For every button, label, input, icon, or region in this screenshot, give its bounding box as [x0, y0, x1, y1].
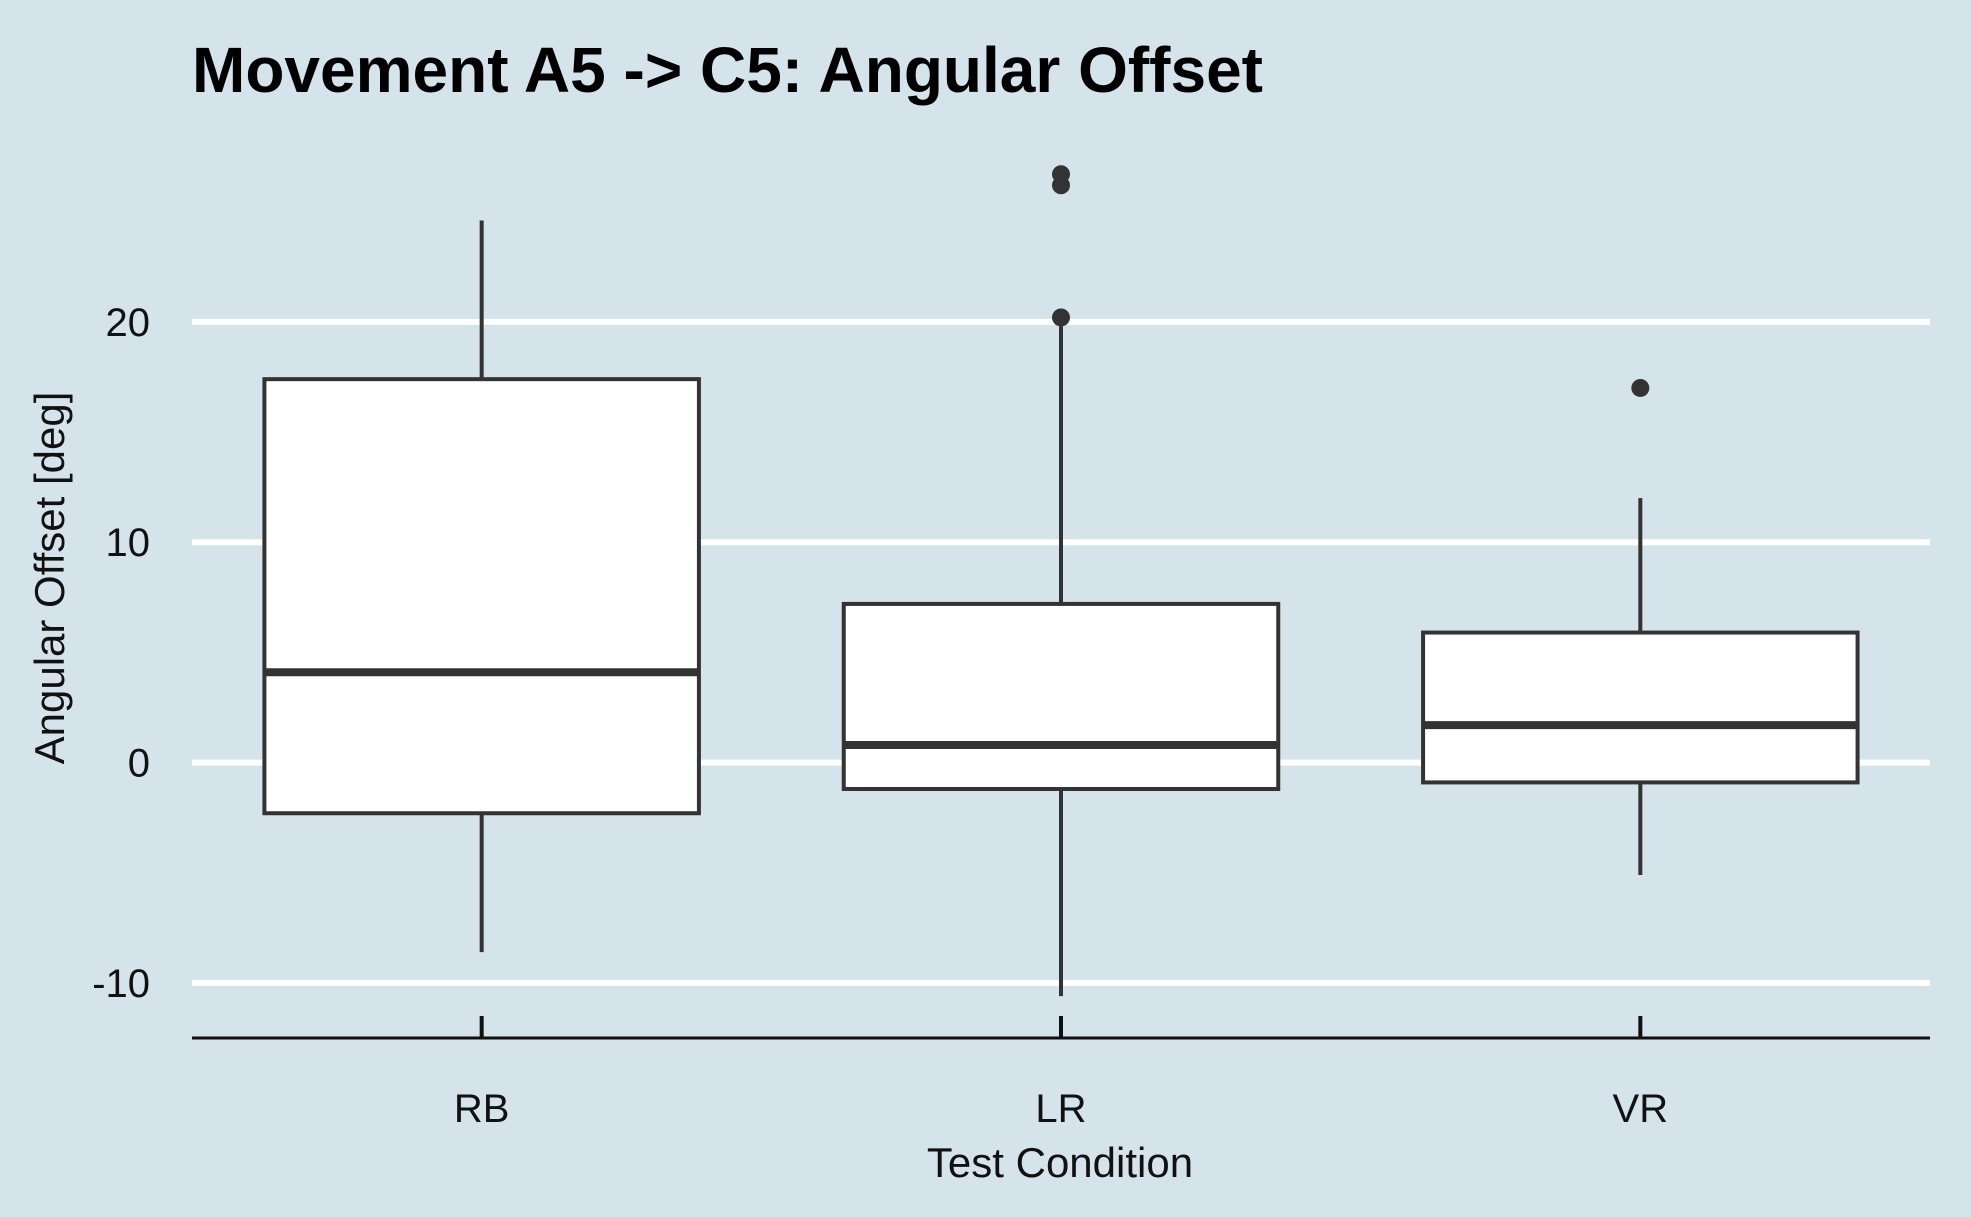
outlier-point — [1052, 165, 1070, 184]
outlier-point — [1052, 308, 1070, 327]
box-iqr — [262, 377, 701, 816]
box-lr — [841, 165, 1281, 997]
y-tick-label: 10 — [106, 521, 151, 565]
x-axis-label: Test Condition — [927, 1139, 1193, 1186]
x-tick-label: VR — [1613, 1087, 1669, 1131]
y-tick-labels: -10 0 10 20 — [92, 301, 150, 1006]
y-tick-label: -10 — [92, 962, 150, 1006]
boxes — [262, 165, 1860, 997]
y-tick-label: 20 — [106, 301, 151, 345]
box-vr — [1421, 378, 1860, 875]
outlier-point — [1631, 378, 1650, 397]
chart-title: Movement A5 -> C5: Angular Offset — [192, 34, 1263, 106]
x-axis: RB LR VR — [192, 1016, 1930, 1131]
y-axis-label: Angular Offset [deg] — [26, 392, 73, 765]
y-tick-label: 0 — [128, 742, 150, 786]
x-tick-label: LR — [1035, 1087, 1086, 1131]
x-tick-label: RB — [454, 1087, 510, 1131]
box-iqr — [841, 601, 1281, 792]
box-iqr — [1421, 630, 1860, 785]
box-rb — [262, 220, 701, 953]
